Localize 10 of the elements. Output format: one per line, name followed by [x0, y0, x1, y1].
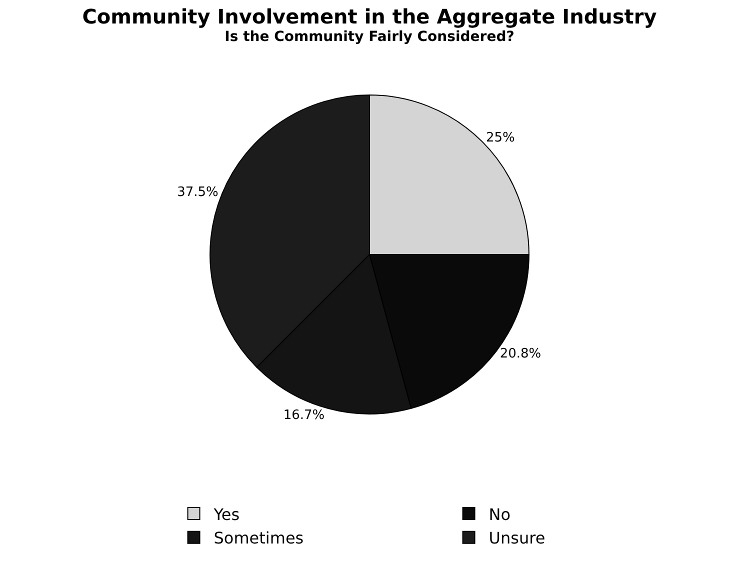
legend-label: Yes — [212, 504, 240, 524]
legend-label: Unsure — [488, 528, 546, 548]
data-label: 20.8% — [500, 346, 542, 362]
chart-subtitle: Is the Community Fairly Considered? — [224, 28, 514, 45]
legend-label: No — [488, 504, 511, 524]
legend-label: Sometimes — [214, 528, 304, 548]
data-label: 25% — [486, 130, 515, 146]
data-label: 37.5% — [177, 184, 218, 200]
data-label: 16.7% — [283, 408, 325, 424]
chart-title: Community Involvement in the Aggregate Industry — [82, 4, 657, 28]
